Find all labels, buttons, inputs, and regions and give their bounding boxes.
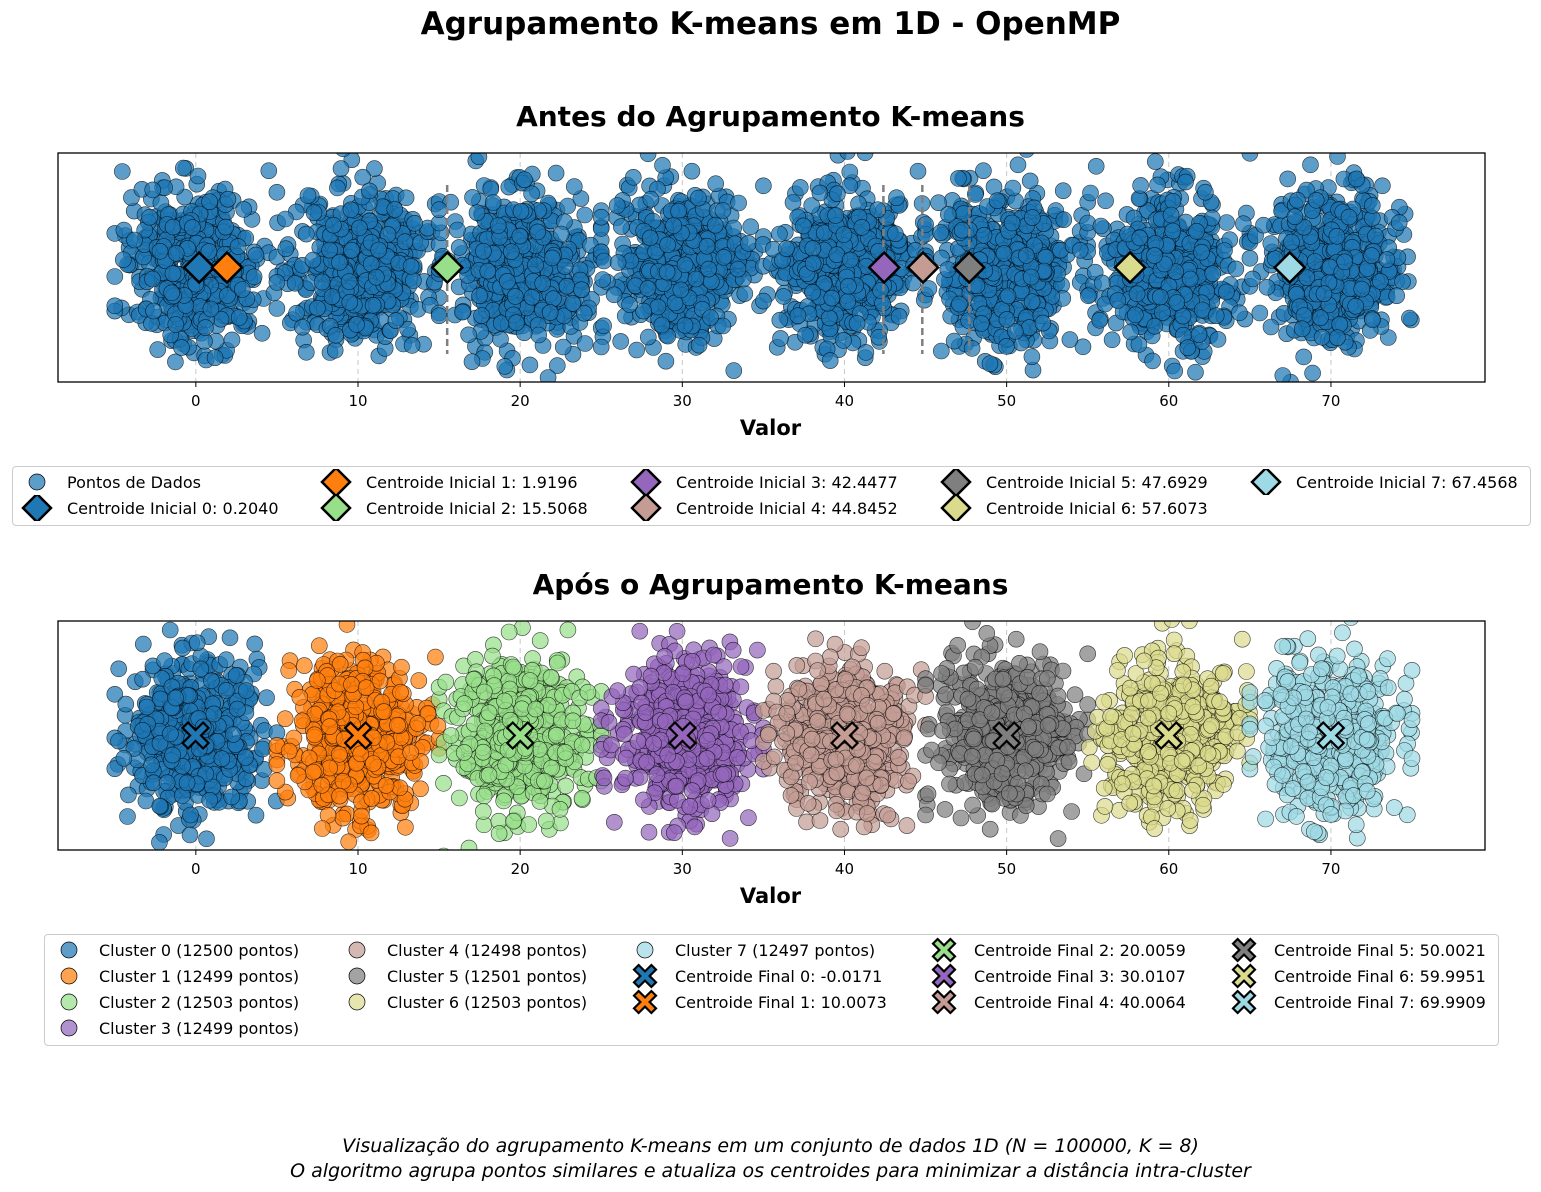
data-point: [253, 324, 271, 342]
data-point: [247, 806, 265, 824]
data-point: [110, 732, 127, 750]
data-point: [260, 162, 278, 179]
data-point: [206, 349, 224, 367]
data-point: [115, 749, 133, 767]
data-point: [182, 806, 199, 824]
data-point: [115, 221, 133, 239]
data-point: [152, 194, 170, 212]
cluster-points-0: [106, 600, 286, 850]
data-point: [144, 270, 161, 288]
data-point: [217, 218, 234, 236]
data-point: [201, 193, 218, 210]
data-point: [151, 834, 168, 850]
data-point: [258, 689, 275, 707]
data-point: [254, 740, 271, 758]
data-point: [184, 219, 201, 236]
data-point: [120, 786, 137, 804]
data-point: [138, 698, 156, 716]
data-point: [167, 353, 184, 371]
data-point: [158, 774, 176, 792]
data-point: [144, 181, 161, 199]
data-point: [117, 695, 135, 713]
data-point: [151, 797, 169, 815]
data-point: [167, 316, 185, 333]
data-point: [219, 190, 237, 208]
data-point: [268, 756, 286, 773]
data-point: [237, 682, 255, 699]
data-point: [213, 750, 231, 768]
data-point: [218, 682, 235, 699]
data-point: [135, 635, 152, 653]
data-point: [221, 629, 239, 647]
data-point: [245, 268, 263, 286]
data-point: [175, 159, 192, 177]
data-point: [164, 746, 181, 764]
data-point: [192, 660, 210, 678]
data-point: [162, 725, 179, 743]
data-point: [200, 243, 218, 260]
data-point: [205, 705, 223, 723]
data-point: [268, 184, 286, 201]
data-point: [141, 208, 158, 226]
top-chart-title: Antes do Agrupamento K-means: [516, 100, 1025, 133]
data-point: [246, 635, 263, 653]
data-point: [190, 600, 206, 616]
data-point: [219, 287, 236, 304]
data-point: [115, 251, 132, 269]
data-point: [340, 833, 357, 850]
cluster-points-1: [268, 153, 448, 365]
data-point: [167, 245, 185, 262]
data-point: [181, 826, 199, 844]
data-point: [198, 830, 215, 848]
data-point: [197, 319, 214, 336]
bottom-scatter-plot: 0 10 20 30 40 50 60 70: [57, 600, 1486, 878]
data-point: [237, 749, 254, 766]
data-point: [156, 652, 173, 670]
data-point: [126, 231, 143, 249]
data-point: [223, 331, 241, 349]
data-point: [223, 788, 240, 806]
data-point: [173, 339, 190, 356]
data-point: [114, 163, 131, 180]
data-point: [230, 309, 248, 326]
data-point: [106, 297, 124, 315]
data-point: [106, 268, 124, 285]
data-point: [217, 651, 235, 669]
data-point: [119, 808, 136, 825]
data-point: [143, 756, 160, 774]
cluster-points-0: [106, 159, 286, 371]
data-point: [201, 791, 218, 809]
data-point: [110, 660, 127, 678]
data-point: [280, 662, 298, 679]
data-point: [225, 726, 242, 743]
data-point: [151, 243, 169, 260]
data-point: [177, 602, 193, 618]
data-point: [178, 774, 196, 792]
data-point: [134, 721, 151, 739]
data-point: [164, 265, 182, 282]
data-point: [247, 246, 265, 264]
data-point: [228, 667, 245, 684]
data-point: [174, 639, 191, 657]
data-point: [189, 167, 207, 185]
data-point: [276, 710, 294, 728]
data-point: [167, 689, 184, 707]
data-point: [149, 341, 166, 358]
data-point: [202, 300, 220, 318]
data-points: [106, 600, 1421, 868]
data-point: [234, 281, 251, 298]
data-point: [137, 792, 155, 810]
data-point: [389, 852, 405, 868]
data-point: [188, 634, 206, 652]
data-point: [145, 302, 162, 320]
figure-title: Agrupamento K-means em 1D - OpenMP: [420, 6, 1121, 42]
data-point: [163, 284, 180, 302]
data-point: [235, 201, 252, 218]
data-point: [161, 621, 179, 639]
data-point: [229, 700, 246, 718]
data-point: [229, 238, 247, 255]
data-point: [134, 670, 151, 688]
data-point: [412, 780, 429, 798]
top-scatter-plot: 0 10 20 30 40 50 60 70: [57, 152, 1486, 410]
